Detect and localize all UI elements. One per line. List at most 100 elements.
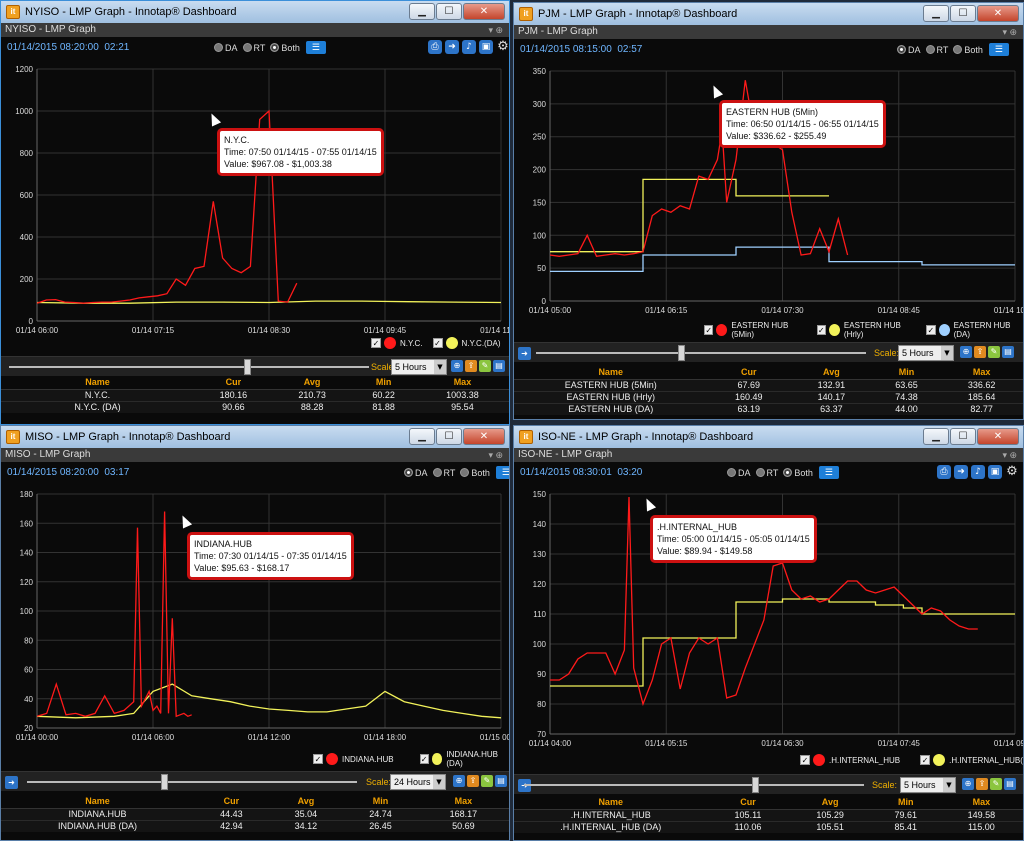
- sound-icon[interactable]: ♪: [462, 40, 476, 54]
- minimize-button[interactable]: ▁: [923, 5, 949, 22]
- zoom-icon[interactable]: ⊕: [962, 778, 974, 790]
- lmp-chart[interactable]: 0 50 100 150 200 250 300 350 01/14 05:00 01/14 06…: [514, 61, 1023, 319]
- table-row[interactable]: .H.INTERNAL_HUB 105.11 105.29 79.61 149.58: [514, 808, 1023, 821]
- close-button[interactable]: ✕: [463, 3, 505, 20]
- table-row[interactable]: EASTERN HUB (DA) 63.19 63.37 44.00 82.77: [514, 402, 1023, 415]
- table-icon[interactable]: ▤: [1002, 346, 1014, 358]
- pin-icon[interactable]: ▾ ⊕: [488, 25, 503, 35]
- list-menu-button[interactable]: ☰: [305, 41, 326, 54]
- table-row[interactable]: INDIANA.HUB 44.43 35.04 24.74 168.17: [1, 807, 509, 820]
- lmp-chart[interactable]: 20 40 60 80 100 120 140 160 180 01/14 00:00 01/14 …: [1, 484, 509, 746]
- scale-select[interactable]: 5 Hours ▼: [900, 777, 956, 793]
- window-titlebar[interactable]: it NYISO - LMP Graph - Innotap® Dashboar…: [1, 1, 509, 23]
- radio-both[interactable]: [783, 468, 793, 477]
- legend-checkbox[interactable]: ✓: [313, 754, 323, 764]
- gear-icon[interactable]: ⚙: [1006, 464, 1018, 479]
- export-icon[interactable]: ⇪: [974, 346, 986, 358]
- close-button[interactable]: ✕: [977, 5, 1019, 22]
- export-icon[interactable]: ⇪: [976, 778, 988, 790]
- zoom-icon[interactable]: ⊕: [960, 346, 972, 358]
- print-icon[interactable]: ⎙: [428, 40, 442, 54]
- maximize-button[interactable]: ☐: [436, 3, 462, 20]
- radio-rt[interactable]: [755, 468, 765, 477]
- time-slider-thumb[interactable]: [161, 774, 168, 790]
- radio-both[interactable]: [270, 43, 280, 52]
- radio-both[interactable]: [460, 468, 470, 477]
- time-slider-track[interactable]: [27, 781, 357, 783]
- legend-checkbox[interactable]: ✓: [920, 755, 931, 765]
- minimize-button[interactable]: ▁: [923, 428, 949, 445]
- scale-select[interactable]: 5 Hours ▼: [391, 359, 447, 375]
- gear-icon[interactable]: ⚙: [497, 39, 509, 54]
- time-slider-track[interactable]: [9, 366, 369, 368]
- maximize-button[interactable]: ☐: [950, 5, 976, 22]
- legend-item[interactable]: ✓ INDIANA.HUB: [313, 753, 394, 765]
- save-icon[interactable]: ▣: [988, 465, 1002, 479]
- legend-item[interactable]: ✓ .H.INTERNAL_HUB: [800, 754, 900, 766]
- legend-checkbox[interactable]: ✓: [800, 755, 810, 765]
- table-row[interactable]: N.Y.C. (DA) 90.66 88.28 81.88 95.54: [1, 400, 509, 413]
- legend-checkbox[interactable]: ✓: [371, 338, 381, 348]
- radio-rt[interactable]: [242, 43, 252, 52]
- list-menu-button[interactable]: ☰: [988, 43, 1009, 56]
- list-menu-button[interactable]: ☰: [495, 466, 509, 479]
- table-row[interactable]: .H.INTERNAL_HUB (DA) 110.06 105.51 85.41 115…: [514, 820, 1023, 833]
- minimize-button[interactable]: ▁: [409, 428, 435, 445]
- zoom-icon[interactable]: ⊕: [451, 360, 463, 372]
- maximize-button[interactable]: ☐: [950, 428, 976, 445]
- legend-item[interactable]: ✓ INDIANA.HUB (DA): [419, 750, 509, 768]
- maximize-button[interactable]: ☐: [436, 428, 462, 445]
- legend-item[interactable]: ✓ N.Y.C.: [371, 337, 423, 349]
- legend-item[interactable]: ✓ EASTERN HUB (5Min): [704, 321, 807, 339]
- lmp-chart[interactable]: 0 200 400 600 800 1000 1200 01/14 06:00 01/14 07…: [1, 59, 509, 339]
- window-titlebar[interactable]: it PJM - LMP Graph - Innotap® Dashboard …: [514, 3, 1023, 25]
- legend-item[interactable]: ✓ EASTERN HUB (DA): [926, 321, 1023, 339]
- close-button[interactable]: ✕: [977, 428, 1019, 445]
- edit-icon[interactable]: ✎: [479, 360, 491, 372]
- close-button[interactable]: ✕: [463, 428, 505, 445]
- legend-item[interactable]: ✓ .H.INTERNAL_HUB(DA): [920, 754, 1023, 766]
- sound-icon[interactable]: ♪: [971, 465, 985, 479]
- radio-da[interactable]: [214, 43, 223, 52]
- table-icon[interactable]: ▤: [493, 360, 505, 372]
- forward-icon[interactable]: ➜: [445, 40, 459, 54]
- export-icon[interactable]: ⇪: [467, 775, 479, 787]
- pin-icon[interactable]: ▾ ⊕: [488, 450, 503, 460]
- window-titlebar[interactable]: it ISO-NE - LMP Graph - Innotap® Dashboa…: [514, 426, 1023, 448]
- table-row[interactable]: N.Y.C. 180.16 210.73 60.22 1003.38: [1, 388, 509, 401]
- export-icon[interactable]: ⇪: [465, 360, 477, 372]
- table-icon[interactable]: ▤: [495, 775, 507, 787]
- table-row[interactable]: EASTERN HUB (5Min) 67.69 132.91 63.65 336.62: [514, 378, 1023, 391]
- legend-checkbox[interactable]: ✓: [432, 338, 443, 348]
- time-slider-thumb[interactable]: [752, 777, 759, 793]
- forward-icon[interactable]: ➜: [518, 347, 531, 360]
- scale-select[interactable]: 24 Hours ▼: [390, 774, 446, 790]
- pin-icon[interactable]: ▾ ⊕: [1002, 450, 1017, 460]
- legend-checkbox[interactable]: ✓: [926, 325, 936, 335]
- scale-select[interactable]: 5 Hours ▼: [898, 345, 954, 361]
- list-menu-button[interactable]: ☰: [818, 466, 839, 479]
- legend-item[interactable]: ✓ EASTERN HUB (Hrly): [816, 321, 917, 339]
- save-icon[interactable]: ▣: [479, 40, 493, 54]
- print-icon[interactable]: ⎙: [937, 465, 951, 479]
- time-slider-track[interactable]: [524, 784, 864, 786]
- table-row[interactable]: INDIANA.HUB (DA) 42.94 34.12 26.45 50.69: [1, 819, 509, 832]
- edit-icon[interactable]: ✎: [481, 775, 493, 787]
- time-slider-track[interactable]: [536, 352, 866, 354]
- radio-da[interactable]: [897, 45, 906, 54]
- forward-icon[interactable]: ➜: [5, 776, 18, 789]
- radio-da[interactable]: [404, 468, 413, 477]
- pin-icon[interactable]: ▾ ⊕: [1002, 27, 1017, 37]
- time-slider-thumb[interactable]: [678, 345, 685, 361]
- edit-icon[interactable]: ✎: [988, 346, 1000, 358]
- time-slider-thumb[interactable]: [244, 359, 251, 375]
- edit-icon[interactable]: ✎: [990, 778, 1002, 790]
- legend-checkbox[interactable]: ✓: [704, 325, 714, 335]
- legend-checkbox[interactable]: ✓: [816, 325, 826, 335]
- table-icon[interactable]: ▤: [1004, 778, 1016, 790]
- legend-checkbox[interactable]: ✓: [419, 754, 429, 764]
- radio-da[interactable]: [727, 468, 736, 477]
- radio-both[interactable]: [953, 45, 963, 54]
- radio-rt[interactable]: [925, 45, 935, 54]
- forward-icon[interactable]: ➜: [954, 465, 968, 479]
